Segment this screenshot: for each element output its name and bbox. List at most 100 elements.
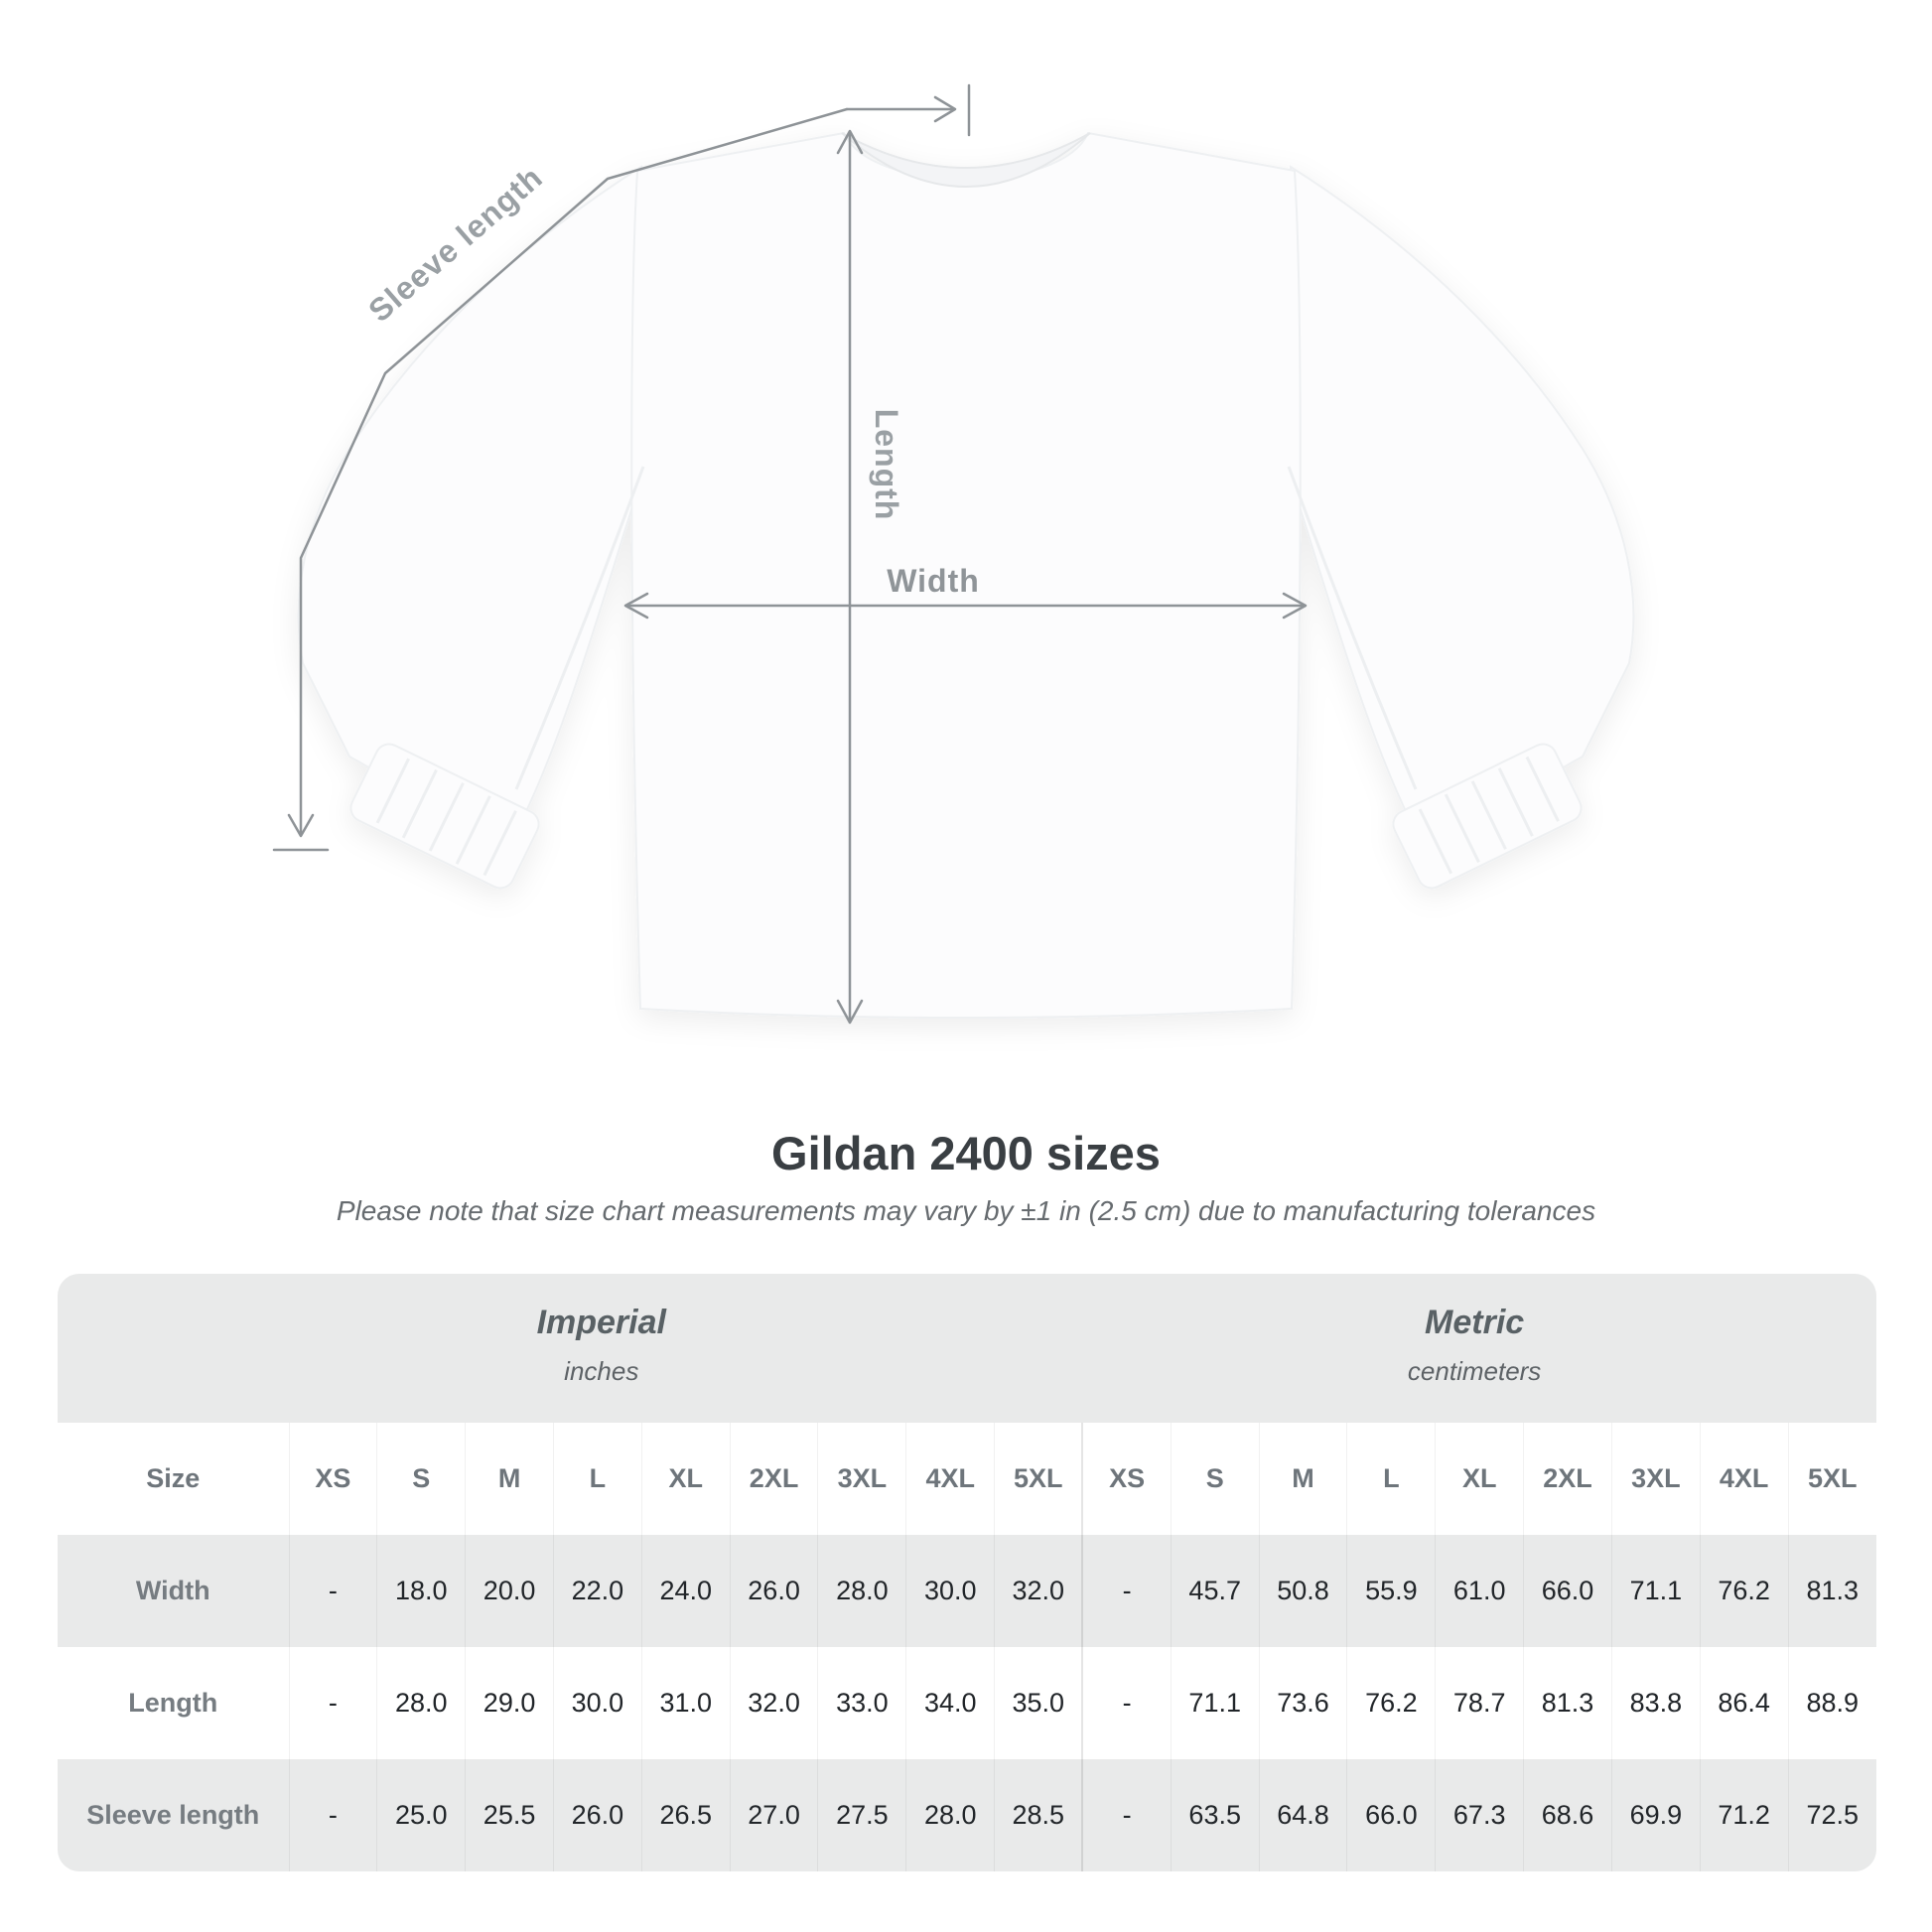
size-column-header-imperial-s: S	[376, 1423, 466, 1535]
cell-width-imperial-2xl: 26.0	[729, 1535, 818, 1647]
shirt-collar	[841, 132, 1091, 188]
cell-sleeve-length-imperial-m: 25.5	[465, 1759, 554, 1871]
cell-length-metric-3xl: 83.8	[1610, 1647, 1701, 1759]
table-body: Width -18.0 20.0 22.0 24.0 26.0 28.0 30.0 32.0-4…	[58, 1535, 1876, 1871]
width-measure-line	[623, 592, 1308, 620]
size-column-header-imperial-l: L	[553, 1423, 642, 1535]
shirt-image	[297, 131, 1635, 1019]
cell-width-imperial-xs: -	[288, 1535, 377, 1647]
metric-group-title: Metric	[1425, 1304, 1525, 1341]
size-column-header-metric-2xl: 2XL	[1523, 1423, 1612, 1535]
length-label: Length	[869, 409, 904, 521]
size-column-header-imperial-2xl: 2XL	[729, 1423, 818, 1535]
size-column-header-imperial-xs: XS	[288, 1423, 377, 1535]
cell-length-imperial-2xl: 32.0	[729, 1647, 818, 1759]
cell-sleeve-length-metric-l: 66.0	[1346, 1759, 1436, 1871]
table-row-length: Length -28.0 29.0 30.0 31.0 32.0 33.0 34.0 35.0-…	[58, 1647, 1876, 1759]
cell-sleeve-length-metric-s: 63.5	[1170, 1759, 1260, 1871]
cell-width-imperial-5xl: 32.0	[994, 1535, 1083, 1647]
cell-sleeve-length-imperial-l: 26.0	[553, 1759, 642, 1871]
cell-length-imperial-3xl: 33.0	[817, 1647, 906, 1759]
cell-sleeve-length-metric-m: 64.8	[1258, 1759, 1347, 1871]
cell-width-metric-3xl: 71.1	[1610, 1535, 1701, 1647]
cell-length-imperial-l: 30.0	[553, 1647, 642, 1759]
cell-width-imperial-3xl: 28.0	[817, 1535, 906, 1647]
cell-length-imperial-xs: -	[288, 1647, 377, 1759]
cell-width-metric-l: 55.9	[1346, 1535, 1436, 1647]
cell-width-imperial-s: 18.0	[376, 1535, 466, 1647]
cell-sleeve-length-imperial-xl: 26.5	[640, 1759, 731, 1871]
size-corner-label: Size	[146, 1463, 201, 1493]
cell-sleeve-length-metric-xs: -	[1081, 1759, 1172, 1871]
cell-sleeve-length-metric-4xl: 71.2	[1699, 1759, 1789, 1871]
cell-length-metric-m: 73.6	[1258, 1647, 1347, 1759]
cell-width-metric-4xl: 76.2	[1699, 1535, 1789, 1647]
cell-sleeve-length-metric-3xl: 69.9	[1610, 1759, 1701, 1871]
size-table: Imperial inches Metric centimeters Size X…	[58, 1274, 1876, 1871]
cell-length-imperial-s: 28.0	[376, 1647, 466, 1759]
cell-length-metric-xl: 78.7	[1435, 1647, 1524, 1759]
cell-sleeve-length-imperial-4xl: 28.0	[905, 1759, 995, 1871]
cell-length-metric-2xl: 81.3	[1523, 1647, 1612, 1759]
imperial-group-subtitle: inches	[564, 1356, 639, 1386]
imperial-group-title: Imperial	[536, 1304, 666, 1341]
cell-sleeve-length-imperial-2xl: 27.0	[729, 1759, 818, 1871]
metric-group: Metric centimeters	[1408, 1274, 1541, 1387]
cell-width-metric-2xl: 66.0	[1523, 1535, 1612, 1647]
size-column-header-metric-s: S	[1170, 1423, 1260, 1535]
cell-sleeve-length-imperial-5xl: 28.5	[994, 1759, 1083, 1871]
cell-width-metric-m: 50.8	[1258, 1535, 1347, 1647]
cell-length-metric-5xl: 88.9	[1787, 1647, 1876, 1759]
unit-group-header: Imperial inches Metric centimeters	[58, 1274, 1876, 1423]
cell-width-imperial-xl: 24.0	[640, 1535, 731, 1647]
size-header-row: Size XS S M L XL 2XL 3XL 4XL 5XL XS S M L XL 2XL 3XL 4XL 5…	[58, 1423, 1876, 1535]
size-column-header-metric-xl: XL	[1435, 1423, 1524, 1535]
sleeve-length-measure-line	[272, 83, 971, 852]
size-column-header-imperial-m: M	[465, 1423, 554, 1535]
size-column-header-imperial-4xl: 4XL	[905, 1423, 995, 1535]
size-column-header-metric-3xl: 3XL	[1610, 1423, 1701, 1535]
length-measure-line	[836, 129, 864, 1025]
shirt-diagram: Sleeve length Length Width	[272, 83, 1635, 1025]
size-column-header-metric-5xl: 5XL	[1787, 1423, 1876, 1535]
cell-width-metric-xl: 61.0	[1435, 1535, 1524, 1647]
cell-sleeve-length-metric-5xl: 72.5	[1787, 1759, 1876, 1871]
cell-width-metric-s: 45.7	[1170, 1535, 1260, 1647]
measurements-table: Size XS S M L XL 2XL 3XL 4XL 5XL XS S M L XL 2XL 3XL 4XL 5…	[58, 1423, 1876, 1871]
size-column-header-imperial-5xl: 5XL	[994, 1423, 1083, 1535]
cell-sleeve-length-imperial-3xl: 27.5	[817, 1759, 906, 1871]
cell-sleeve-length-metric-2xl: 68.6	[1523, 1759, 1612, 1871]
cell-width-imperial-4xl: 30.0	[905, 1535, 995, 1647]
row-label-sleeve-length: Sleeve length	[86, 1800, 260, 1830]
cell-width-imperial-m: 20.0	[465, 1535, 554, 1647]
cell-sleeve-length-imperial-s: 25.0	[376, 1759, 466, 1871]
table-row-sleeve-length: Sleeve length -25.0 25.5 26.0 26.5 27.0 27.5 28…	[58, 1759, 1876, 1871]
cell-sleeve-length-metric-xl: 67.3	[1435, 1759, 1524, 1871]
cell-length-imperial-m: 29.0	[465, 1647, 554, 1759]
cell-length-metric-l: 76.2	[1346, 1647, 1436, 1759]
size-column-header-imperial-3xl: 3XL	[817, 1423, 906, 1535]
imperial-group: Imperial inches	[537, 1274, 666, 1387]
cell-length-imperial-xl: 31.0	[640, 1647, 731, 1759]
size-column-header-metric-4xl: 4XL	[1699, 1423, 1789, 1535]
cell-length-metric-4xl: 86.4	[1699, 1647, 1789, 1759]
row-label-width: Width	[135, 1576, 210, 1605]
cell-width-imperial-l: 22.0	[553, 1535, 642, 1647]
cell-length-metric-xs: -	[1081, 1647, 1172, 1759]
cell-width-metric-5xl: 81.3	[1787, 1535, 1876, 1647]
size-column-header-metric-l: L	[1346, 1423, 1436, 1535]
size-column-header-metric-m: M	[1258, 1423, 1347, 1535]
shirt-measurement-figure: Sleeve length Length Width	[272, 83, 1635, 1025]
size-column-header-imperial-xl: XL	[640, 1423, 731, 1535]
page-subtitle: Please note that size chart measurements…	[336, 1195, 1596, 1226]
row-label-length: Length	[128, 1688, 218, 1718]
table-row-width: Width -18.0 20.0 22.0 24.0 26.0 28.0 30.0 32.0-4…	[58, 1535, 1876, 1647]
cell-length-imperial-4xl: 34.0	[905, 1647, 995, 1759]
cell-length-imperial-5xl: 35.0	[994, 1647, 1083, 1759]
cell-sleeve-length-imperial-xs: -	[288, 1759, 377, 1871]
width-label: Width	[887, 563, 980, 599]
page-title: Gildan 2400 sizes	[771, 1127, 1161, 1179]
metric-group-subtitle: centimeters	[1407, 1356, 1542, 1386]
size-column-header-metric-xs: XS	[1081, 1423, 1172, 1535]
cell-width-metric-xs: -	[1081, 1535, 1172, 1647]
